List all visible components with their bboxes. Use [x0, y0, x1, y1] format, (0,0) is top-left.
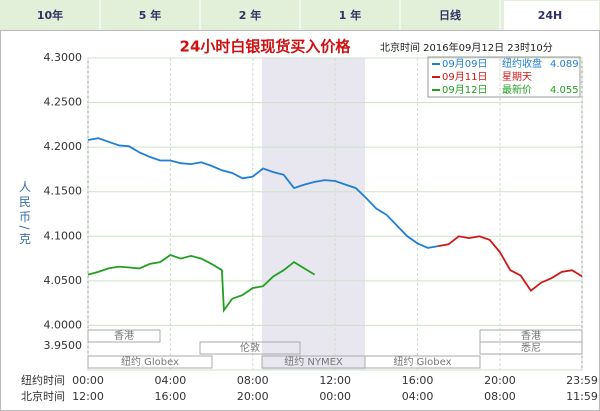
x-tick-label: 20:00: [484, 374, 516, 387]
y-tick-label: 4.2000: [44, 140, 83, 153]
market-box: [479, 341, 583, 355]
subtitle: 北京时间 2016年09月12日 23时10分: [380, 41, 553, 54]
legend-value: 4.055: [550, 85, 579, 96]
y-tick-label: 4.3000: [44, 51, 83, 64]
market-box: [364, 355, 481, 369]
x-tick-label: 23:59: [566, 374, 598, 387]
y-axis-label: 人民币/克: [18, 180, 32, 247]
market-box: [87, 329, 161, 343]
series-line: [87, 137, 439, 249]
y-tick-label: 3.9500: [44, 339, 83, 352]
y-tick-label: 4.2500: [44, 96, 83, 109]
market-box: [199, 341, 301, 355]
series-line: [87, 253, 316, 313]
legend-name: 09月12日: [442, 84, 487, 96]
x2-tick-label: 20:00: [237, 390, 269, 403]
x-tick-label: 12:00: [319, 374, 351, 387]
market-label: 香港: [114, 330, 134, 342]
x2-tick-label: 11:59: [566, 390, 598, 403]
legend-name: 09月09日: [442, 58, 487, 70]
market-label: 香港: [521, 330, 541, 342]
market-label: 悉尼: [521, 342, 541, 354]
x-tick-label: 04:00: [155, 374, 187, 387]
y-tick-label: 4.1000: [44, 229, 83, 242]
legend-box: [427, 56, 581, 98]
y-tick-label: 4.1500: [44, 185, 83, 198]
tab[interactable]: 日线: [439, 8, 461, 22]
legend-value: 4.089: [550, 59, 579, 70]
x2-tick-label: 16:00: [155, 390, 187, 403]
x-row-label: 北京时间: [21, 389, 65, 403]
x-row-label: 纽约时间: [21, 373, 65, 387]
legend-note: 纽约收盘: [502, 57, 542, 70]
x2-tick-label: 12:00: [72, 390, 104, 403]
tab[interactable]: 5 年: [139, 8, 161, 22]
market-label: 纽约 Globex: [121, 355, 179, 368]
x-tick-label: 00:00: [72, 374, 104, 387]
tab[interactable]: 24H: [538, 9, 563, 22]
legend-note: 最新价: [502, 83, 532, 96]
shaded-session: [262, 58, 365, 370]
chart-title: 24小时白银现货买入价格: [180, 38, 352, 56]
market-label: 纽约 Globex: [393, 355, 451, 368]
market-box: [87, 355, 213, 369]
active-tab: [504, 1, 599, 30]
x-tick-label: 16:00: [402, 374, 434, 387]
legend-note: 星期天: [502, 71, 532, 83]
market-label: 伦敦: [240, 341, 260, 354]
x2-tick-label: 08:00: [484, 390, 516, 403]
tab[interactable]: 10年: [37, 8, 63, 22]
x2-tick-label: 00:00: [319, 390, 351, 403]
y-tick-label: 4.0500: [44, 274, 83, 287]
legend-name: 09月11日: [442, 71, 487, 83]
tab[interactable]: 1 年: [339, 8, 361, 22]
x-tick-label: 08:00: [237, 374, 269, 387]
x2-tick-label: 04:00: [402, 390, 434, 403]
y-tick-label: 4.0000: [44, 318, 83, 331]
market-label: 纽约 NYMEX: [284, 355, 343, 368]
series-line: [438, 235, 583, 293]
tab[interactable]: 2 年: [239, 8, 261, 22]
